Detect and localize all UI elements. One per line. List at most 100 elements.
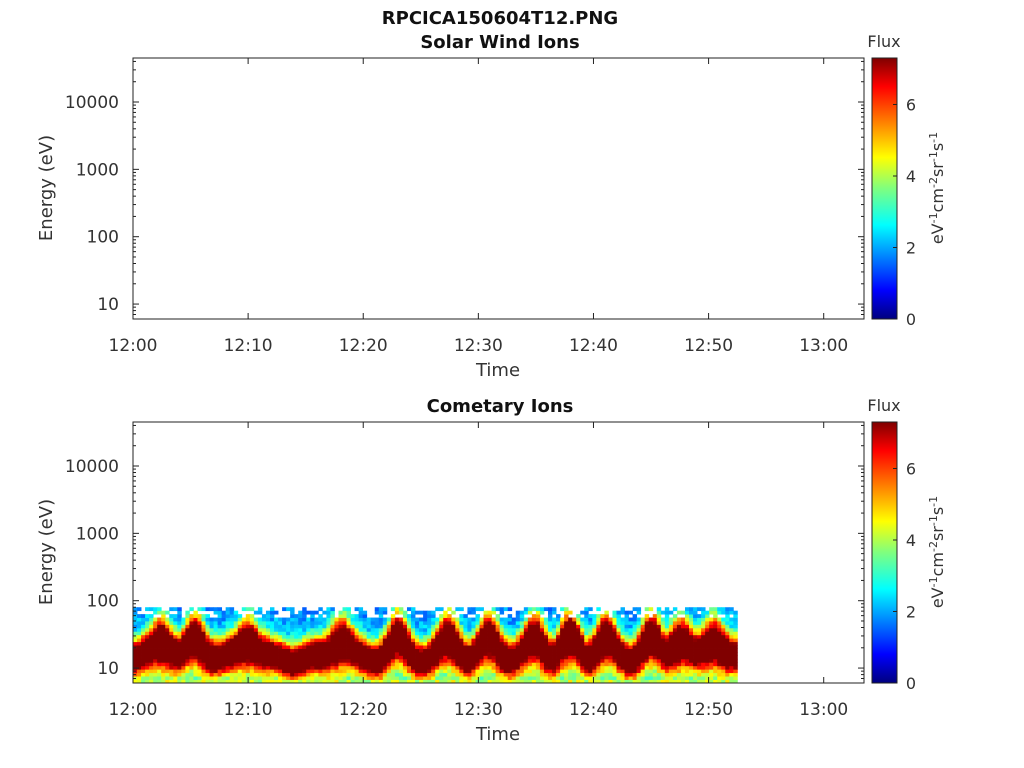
heatmap-cell (326, 662, 331, 667)
heatmap-cell (709, 627, 714, 632)
heatmap-cell (592, 648, 597, 653)
heatmap-cell (298, 631, 303, 636)
heatmap-cell (713, 638, 718, 643)
heatmap-cell (229, 638, 235, 643)
heatmap-cell (568, 641, 573, 646)
heatmap-cell (282, 621, 287, 625)
heatmap-cell (672, 662, 678, 667)
heatmap-cell (161, 676, 166, 680)
heatmap-cell (221, 652, 227, 656)
heatmap-cell (274, 634, 279, 639)
heatmap-cell (656, 641, 662, 646)
heatmap-cell (495, 672, 501, 677)
heatmap-cell (326, 610, 331, 615)
heatmap-cell (467, 610, 472, 615)
heatmap-cell (334, 648, 339, 653)
heatmap-cell (141, 648, 146, 653)
heatmap-cell (479, 658, 484, 663)
heatmap-cell (511, 641, 517, 646)
heatmap-cell (632, 634, 638, 639)
colorbar-label: Flux (867, 396, 900, 415)
heatmap-cell (660, 638, 666, 643)
heatmap-cell (249, 624, 255, 629)
heatmap-cell (560, 627, 565, 632)
heatmap-cell (624, 610, 629, 615)
heatmap-cell (435, 627, 440, 632)
heatmap-cell (370, 662, 376, 667)
heatmap-cell (362, 627, 368, 632)
heatmap-cell (616, 662, 621, 667)
heatmap-cell (676, 676, 682, 680)
heatmap-cell (378, 607, 384, 612)
heatmap-cell (265, 621, 271, 625)
heatmap-cell (241, 638, 247, 643)
heatmap-cell (592, 669, 597, 674)
heatmap-cell (217, 641, 223, 646)
heatmap-cell (543, 645, 549, 649)
heatmap-cell (346, 645, 351, 649)
heatmap-cell (145, 627, 150, 632)
heatmap-cell (709, 655, 714, 660)
heatmap-cell (560, 624, 565, 629)
heatmap-cell (431, 676, 436, 680)
heatmap-cell (282, 658, 287, 663)
heatmap-cell (406, 645, 412, 649)
heatmap-cell (221, 669, 227, 674)
heatmap-cell (249, 645, 255, 649)
heatmap-cell (451, 679, 456, 684)
heatmap-cell (394, 641, 400, 646)
heatmap-cell (717, 669, 722, 674)
heatmap-cell (620, 607, 625, 612)
heatmap-cell (221, 641, 227, 646)
heatmap-cell (515, 676, 521, 680)
heatmap-cell (632, 676, 638, 680)
heatmap-cell (624, 631, 629, 636)
heatmap-cell (314, 658, 319, 663)
heatmap-cell (257, 641, 263, 646)
heatmap-cell (491, 665, 497, 670)
heatmap-cell (197, 665, 202, 670)
heatmap-cell (580, 658, 585, 663)
heatmap-cell (189, 624, 194, 629)
heatmap-cell (427, 638, 432, 643)
heatmap-cell (169, 679, 174, 684)
heatmap-cell (423, 679, 428, 684)
heatmap-cell (483, 648, 488, 653)
heatmap-cell (257, 672, 263, 677)
heatmap-cell (443, 634, 448, 639)
heatmap-cell (241, 631, 247, 636)
heatmap-cell (672, 652, 678, 656)
heatmap-cell (342, 621, 347, 625)
heatmap-cell (463, 658, 468, 663)
heatmap-cell (568, 638, 573, 643)
heatmap-cell (378, 624, 384, 629)
heatmap-cell (306, 652, 311, 656)
heatmap-cell (330, 617, 335, 622)
heatmap-cell (161, 655, 166, 660)
heatmap-cell (588, 627, 593, 632)
heatmap-cell (535, 607, 541, 612)
heatmap-cell (531, 676, 537, 680)
heatmap-cell (290, 624, 295, 629)
heatmap-cell (133, 679, 138, 684)
heatmap-cell (721, 638, 726, 643)
heatmap-cell (672, 669, 678, 674)
heatmap-cell (447, 662, 452, 667)
heatmap-cell (302, 679, 307, 684)
heatmap-cell (535, 614, 541, 618)
heatmap-cell (245, 638, 251, 643)
heatmap-cell (684, 672, 690, 677)
heatmap-cell (548, 607, 553, 612)
heatmap-cell (173, 672, 178, 677)
heatmap-cell (620, 627, 625, 632)
heatmap-cell (705, 652, 710, 656)
heatmap-cell (668, 638, 674, 643)
heatmap-cell (141, 641, 146, 646)
heatmap-cell (729, 655, 734, 660)
heatmap-cell (451, 610, 456, 615)
heatmap-cell (443, 621, 448, 625)
heatmap-cell (648, 672, 654, 677)
heatmap-cell (620, 621, 625, 625)
heatmap-cell (487, 624, 492, 629)
heatmap-cell (451, 638, 456, 643)
